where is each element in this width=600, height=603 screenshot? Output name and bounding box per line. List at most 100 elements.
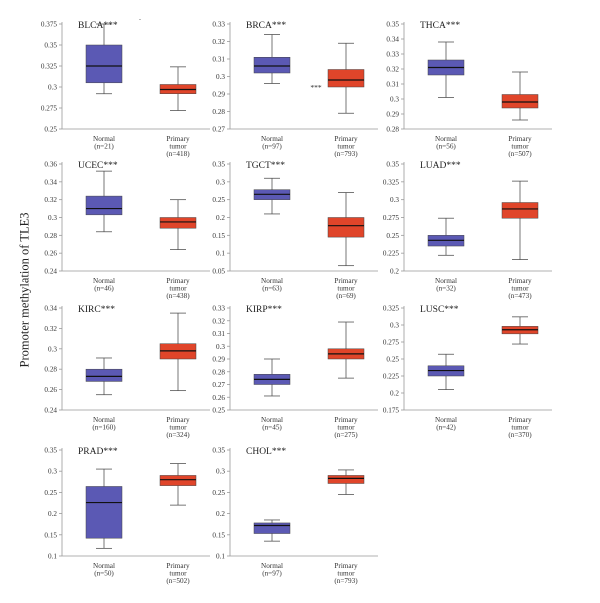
category-label: Primary — [166, 135, 190, 143]
y-tick-label: 0.25 — [44, 489, 57, 497]
y-tick-label: 0.3 — [390, 196, 399, 204]
y-tick-label: 0.1 — [216, 250, 225, 258]
y-tick-label: 0.35 — [386, 21, 399, 29]
y-tick-label: 0.25 — [212, 196, 225, 204]
sample-size-label: (n=793) — [334, 150, 358, 158]
y-tick-label: 0.15 — [44, 531, 57, 539]
category-label: tumor — [337, 143, 355, 151]
y-tick-label: 0.32 — [212, 38, 225, 46]
sample-size-label: (n=50) — [94, 570, 114, 578]
y-tick-label: 0.26 — [212, 394, 225, 402]
y-tick-label: 0.25 — [386, 356, 399, 364]
category-label: Normal — [261, 416, 283, 424]
panel-title: BRCA*** — [246, 21, 286, 31]
sample-size-label: (n=370) — [508, 431, 532, 439]
y-tick-label: 0.3 — [390, 322, 399, 330]
sample-size-label: (n=793) — [334, 577, 358, 585]
y-tick-label: 0.29 — [212, 91, 225, 99]
y-tick-label: 0.36 — [44, 161, 57, 169]
y-tick-label: 0.32 — [44, 325, 57, 333]
y-tick-label: 0.27 — [212, 381, 225, 389]
y-tick-label: 0.28 — [212, 368, 225, 376]
category-label: Normal — [435, 277, 457, 285]
panel-kirp: 0.33 0.32 0.31 0.3 0.29 0.28 0.27 0.26 0.25 KIRP*… — [212, 305, 378, 439]
iqr-box — [159, 475, 197, 486]
normal-box-lusc: Normal(n=42) — [427, 353, 465, 432]
y-tick-label: 0.05 — [212, 268, 225, 276]
y-tick-label: 0.375 — [41, 21, 58, 29]
sample-size-label: (n=63) — [262, 285, 282, 293]
sample-size-label: (n=21) — [94, 143, 114, 151]
sample-size-label: (n=46) — [94, 285, 114, 293]
category-label: Primary — [334, 416, 358, 424]
y-tick-label: 0.1 — [216, 553, 225, 561]
normal-box-kirp: Normal(n=45) — [253, 358, 291, 432]
y-tick-label: 0.33 — [212, 305, 225, 313]
sample-size-label: (n=97) — [262, 143, 282, 151]
y-tick-label: 0.3 — [216, 343, 225, 351]
iqr-box — [327, 217, 365, 238]
category-label: Primary — [334, 562, 358, 570]
sample-size-label: (n=97) — [262, 570, 282, 578]
normal-box-blca: Normal(n=21) — [85, 23, 123, 151]
y-tick-label: 0.1 — [48, 553, 57, 561]
y-tick-label: 0.35 — [386, 161, 399, 169]
panel-thca: 0.35 0.34 0.33 0.32 0.31 0.3 0.29 0.28 THCA*** No… — [386, 21, 552, 158]
category-label: Primary — [508, 416, 532, 424]
iqr-box — [501, 202, 539, 219]
y-tick-label: 0.24 — [44, 268, 57, 276]
category-label: Normal — [93, 277, 115, 285]
y-tick-label: 0.34 — [44, 305, 57, 313]
panel-tgct: 0.350.30.250.20.150.10.05TGCT***Normal(n… — [212, 161, 378, 300]
y-tick-label: 0.29 — [386, 111, 399, 119]
normal-box-brca: Normal(n=97) — [253, 34, 291, 151]
category-label: Normal — [435, 135, 457, 143]
iqr-box — [85, 486, 123, 539]
category-label: Normal — [261, 135, 283, 143]
panel-ucec: 0.360.340.320.30.280.260.24UCEC***Normal… — [44, 161, 210, 300]
y-tick-label: 0.325 — [41, 63, 58, 71]
y-tick-label: 0.3 — [48, 468, 57, 476]
y-tick-label: 0.275 — [383, 339, 400, 347]
normal-box-chol: Normal(n=97) — [253, 519, 291, 578]
y-tick-label: 0.29 — [212, 356, 225, 364]
category-label: Primary — [334, 135, 358, 143]
iqr-box — [327, 69, 365, 88]
significance-annotation: *** — [310, 83, 322, 92]
sample-size-label: (n=160) — [92, 424, 116, 432]
panel-title: KIRP*** — [246, 305, 282, 315]
category-label: Primary — [334, 277, 358, 285]
panel-title: TGCT*** — [246, 161, 285, 171]
panel-brca: 0.33 0.32 0.31 0.3 0.29 0.28 0.27 BRCA*** Normal… — [212, 21, 378, 158]
y-tick-label: 0.34 — [44, 178, 57, 186]
y-tick-label: 0.3 — [216, 73, 225, 81]
y-tick-label: 0.35 — [44, 447, 57, 455]
panel-kirc: 0.34 0.32 0.3 0.28 0.26 0.24 KIRC*** Normal(n=1… — [44, 305, 210, 439]
category-label: tumor — [169, 285, 187, 293]
y-tick-label: 0.175 — [383, 407, 400, 415]
category-label: tumor — [169, 570, 187, 578]
y-tick-label: 0.3 — [48, 214, 57, 222]
iqr-box — [327, 475, 365, 484]
iqr-box — [501, 94, 539, 109]
y-tick-label: 0.32 — [386, 66, 399, 74]
y-tick-label: 0.28 — [44, 232, 57, 240]
panel-title: KIRC*** — [78, 305, 115, 315]
iqr-box — [253, 57, 291, 74]
y-tick-label: 0.33 — [212, 21, 225, 29]
category-label: tumor — [511, 143, 529, 151]
category-label: Normal — [93, 562, 115, 570]
sample-size-label: (n=32) — [436, 285, 456, 293]
sample-size-label: (n=507) — [508, 150, 532, 158]
y-tick-label: 0.2 — [216, 510, 225, 518]
y-tick-label: 0.35 — [212, 161, 225, 169]
